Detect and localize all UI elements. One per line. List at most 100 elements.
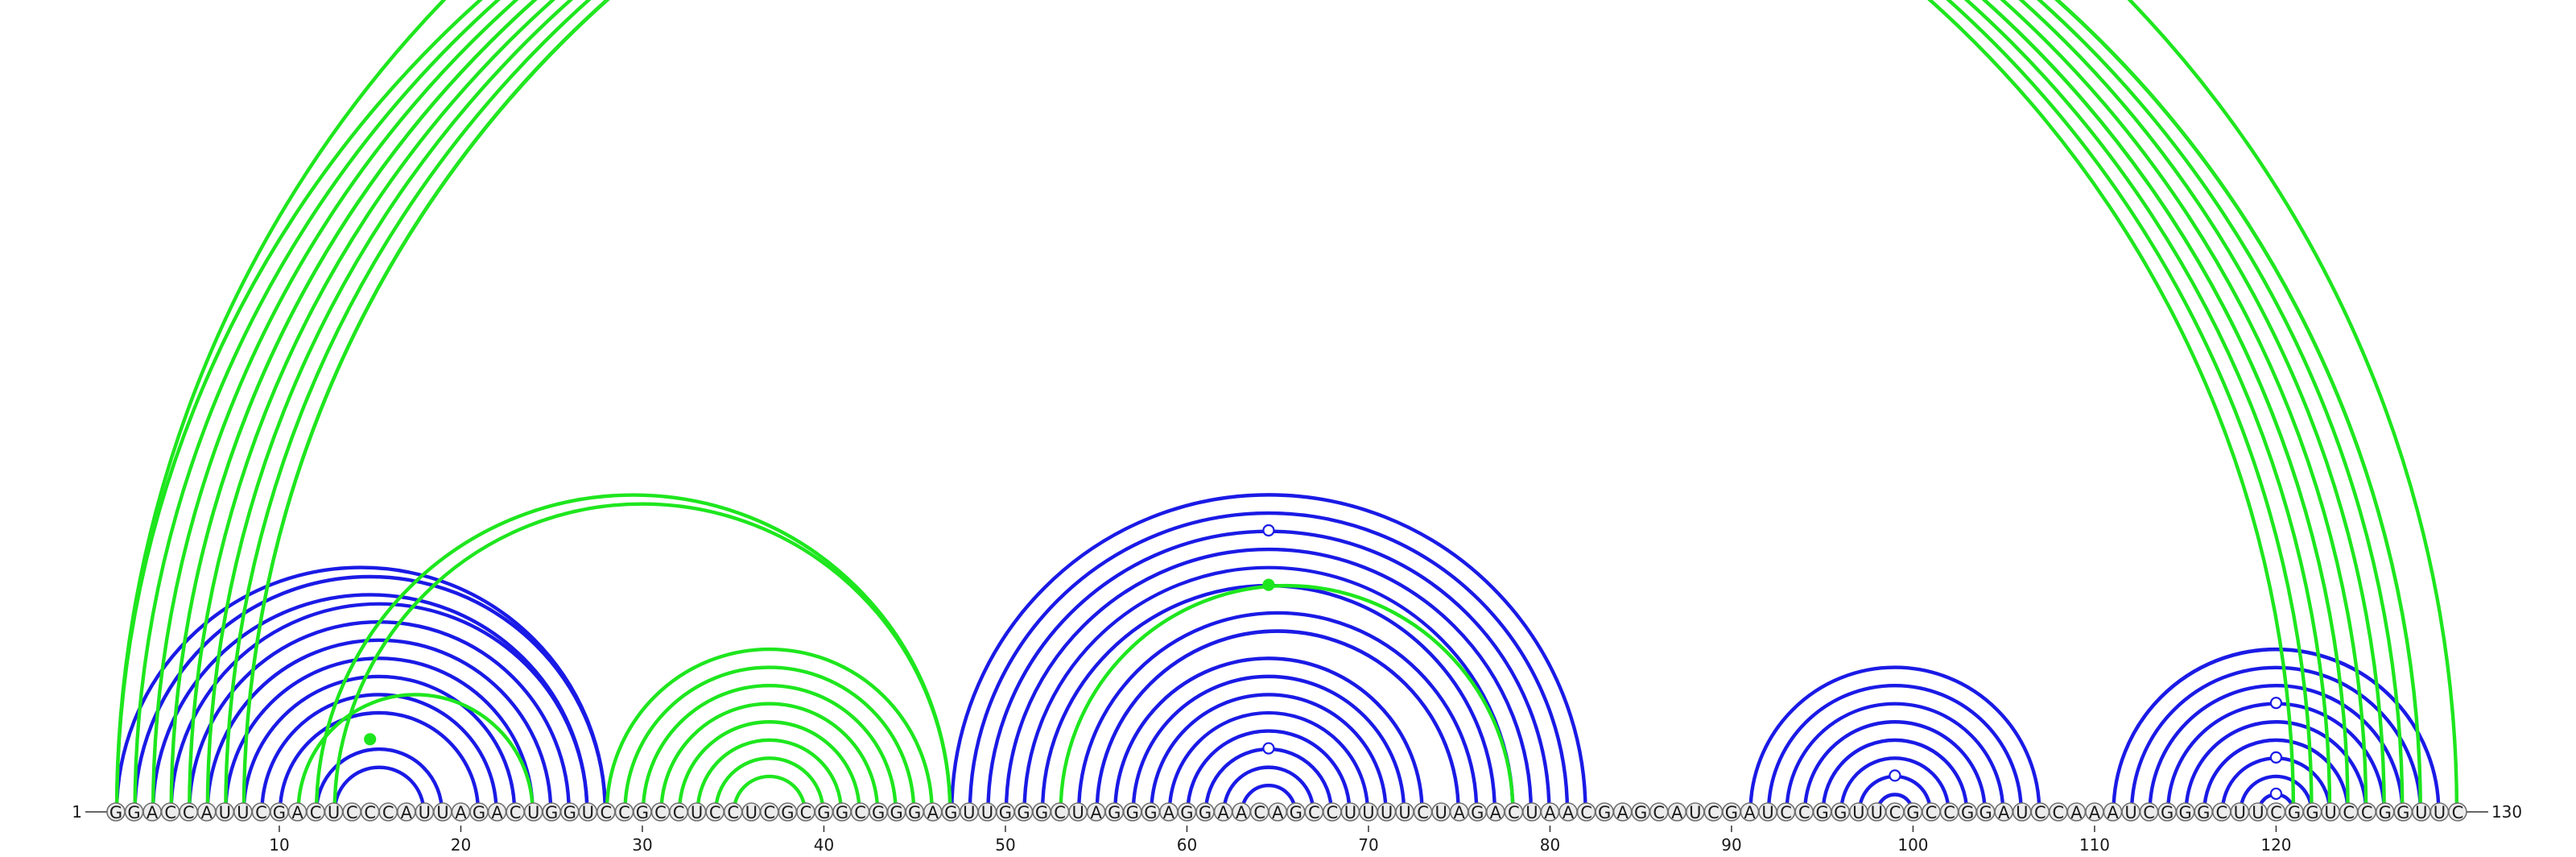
nucleotide-102-letter: C <box>1943 803 1955 822</box>
nucleotide-22-letter: A <box>491 803 503 822</box>
nucleotide-58-letter: G <box>1144 803 1157 822</box>
nucleotide-83: G <box>1595 802 1614 822</box>
nucleotide-6-letter: A <box>201 803 213 822</box>
nucleotide-18-letter: U <box>419 803 431 822</box>
nucleotide-71: U <box>1377 802 1397 822</box>
structure-a-pair-47-82 <box>950 493 1587 813</box>
arc-marker-49-80 <box>1262 524 1275 537</box>
nucleotide-43: G <box>869 802 888 822</box>
nucleotide-101: C <box>1922 802 1941 822</box>
structure-a-pair-59-70-inner <box>1169 712 1368 813</box>
nucleotide-116: G <box>2194 802 2214 822</box>
nucleotide-68-letter: C <box>1327 803 1339 822</box>
nucleotide-61: G <box>1195 802 1215 822</box>
nucleotide-61-letter: G <box>1199 803 1212 822</box>
nucleotide-90-letter: G <box>1725 803 1738 822</box>
nucleotide-35: C <box>723 802 743 822</box>
nucleotide-86: C <box>1649 802 1669 822</box>
structure-a-pair-93-105-inner <box>1786 703 2004 813</box>
nucleotide-47: G <box>941 802 961 822</box>
nucleotide-115: G <box>2175 802 2195 822</box>
structure-b-pair-3-123-inner <box>152 0 2330 813</box>
nucleotide-57-letter: G <box>1126 803 1139 822</box>
nucleotide-101-letter: C <box>1926 803 1938 822</box>
nucleotide-40-letter: G <box>817 803 830 822</box>
structure-a-pair-112-128 <box>2129 665 2423 813</box>
nucleotide-52: G <box>1032 802 1051 822</box>
tick-label-80: 80 <box>1540 835 1560 855</box>
nucleotide-31-letter: C <box>654 803 667 822</box>
arc-marker-114-126 <box>2269 697 2283 710</box>
nucleotide-38-letter: G <box>781 803 794 822</box>
nucleotide-34: C <box>705 802 724 822</box>
nucleotide-65-letter: A <box>1272 803 1284 822</box>
nucleotide-19: U <box>433 802 452 822</box>
nucleotide-113: C <box>2139 802 2159 822</box>
structure-b-pair-53-78 <box>1059 583 1515 813</box>
tick-label-30: 30 <box>632 835 652 855</box>
structure-a-pair-91-107 <box>1748 665 2041 813</box>
nucleotide-8: U <box>233 802 253 822</box>
structure-a-pair-9-22-inner <box>262 694 497 813</box>
structure-a-pair-113-127 <box>2148 683 2405 813</box>
arc-marker-97-101 <box>1889 769 1901 782</box>
nucleotide-57: G <box>1123 802 1142 822</box>
nucleotide-15: C <box>360 802 380 822</box>
arc-marker-117-123 <box>2269 751 2283 764</box>
nucleotide-75: A <box>1449 802 1469 822</box>
nucleotide-78: C <box>1504 802 1524 822</box>
arc-marker-52-77 <box>1262 578 1275 591</box>
structure-b-pair-6-126 <box>205 0 2386 813</box>
structure-a-pair-56-73-inner <box>1115 658 1422 813</box>
nucleotide-24: U <box>523 802 543 822</box>
structure-a-pair-13-18 <box>332 765 426 813</box>
nucleotide-16-letter: C <box>382 803 394 822</box>
nucleotide-49-letter: U <box>981 803 993 822</box>
structure-b-pair-53-78-inner <box>1060 585 1513 813</box>
position-axis: 10 20 30 40 50 60 70 80 90 100 110 120 <box>269 826 2292 855</box>
nucleotide-27: U <box>578 802 598 822</box>
nucleotide-13: U <box>324 802 344 822</box>
nucleotide-80: A <box>1540 802 1560 822</box>
nucleotide-55: A <box>1086 802 1106 822</box>
structure-b-pair-12-47 <box>314 493 952 813</box>
structure-a-pair-12-19-inner <box>316 748 443 813</box>
nucleotide-25-letter: G <box>545 803 558 822</box>
nucleotide-103: G <box>1958 802 1977 822</box>
structure-a-pair-55-75-inner <box>1096 631 1459 813</box>
nucleotide-25: G <box>542 802 562 822</box>
nucleotide-66: G <box>1286 802 1306 822</box>
structure-a-pair-1-28 <box>114 565 608 813</box>
nucleotide-49: U <box>977 802 997 822</box>
nucleotide-100-letter: G <box>1906 803 1919 822</box>
tick-label-90: 90 <box>1721 835 1741 855</box>
structure-b-pair-11-24-inner <box>298 694 533 813</box>
nucleotide-6: A <box>196 802 217 822</box>
structure-a-pair-92-106 <box>1766 683 2023 813</box>
structure-a-pair-7-24 <box>224 656 535 813</box>
nucleotide-128: U <box>2412 802 2431 822</box>
structure-a-pair-56-73 <box>1113 656 1424 813</box>
structure-b-pair-30-44-inner <box>642 685 896 813</box>
nucleotide-52-letter: G <box>1035 803 1048 822</box>
nucleotide-44: G <box>886 802 906 822</box>
arc-markers <box>364 524 2283 801</box>
nucleotide-124-letter: C <box>2343 803 2355 822</box>
nucleotide-1-letter: G <box>109 803 122 822</box>
structure-b-pair-5-125 <box>188 0 2368 813</box>
structure-b-pair-35-39 <box>732 774 807 813</box>
nucleotide-110-letter: A <box>2089 803 2101 822</box>
nucleotide-3-letter: A <box>147 803 159 822</box>
nucleotide-118: U <box>2230 802 2250 822</box>
structure-a-pair-57-72 <box>1131 674 1406 813</box>
nucleotide-89-letter: C <box>1707 803 1719 822</box>
nucleotide-67: C <box>1304 802 1324 822</box>
structure-a-pair-92-106-inner <box>1768 685 2021 813</box>
nucleotide-42: C <box>850 802 870 822</box>
nucleotide-59-letter: A <box>1163 803 1175 822</box>
nucleotide-20: A <box>451 802 471 822</box>
nucleotide-111-letter: A <box>2107 803 2119 822</box>
structure-a-pair-12-19 <box>314 747 444 813</box>
nucleotide-106: U <box>2012 802 2032 822</box>
nucleotide-9-letter: C <box>255 803 267 822</box>
